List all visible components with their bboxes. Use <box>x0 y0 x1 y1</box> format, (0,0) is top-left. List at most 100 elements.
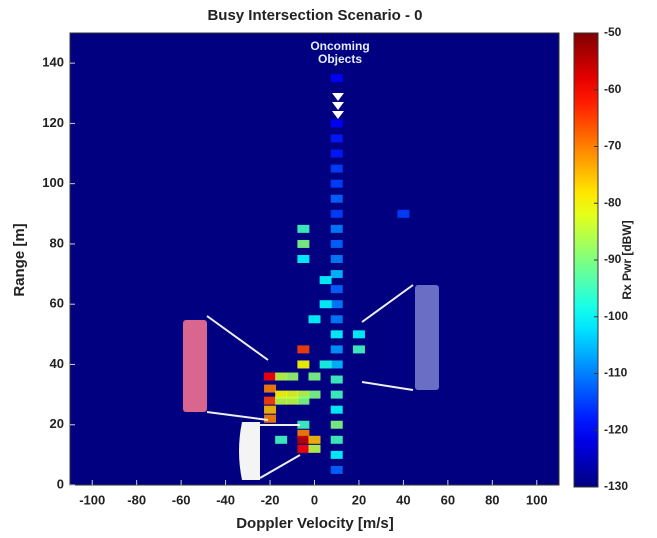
heat-cell <box>308 315 321 324</box>
y-tick-label: 0 <box>57 476 64 491</box>
heat-cell <box>264 405 277 414</box>
x-tick-label: 60 <box>441 492 455 507</box>
x-tick-label: -20 <box>261 492 280 507</box>
heat-cell <box>297 396 310 405</box>
x-tick-label: 100 <box>526 492 548 507</box>
heat-cell <box>397 209 410 218</box>
heat-cell <box>330 209 343 218</box>
heat-cell <box>308 435 321 444</box>
heat-cell <box>297 390 310 399</box>
heat-cell <box>297 224 310 233</box>
heat-cell <box>330 119 343 128</box>
heat-cell <box>275 435 288 444</box>
heat-cell <box>297 360 310 369</box>
y-tick-label: 80 <box>50 235 64 250</box>
heat-cell <box>330 300 343 309</box>
car-icon <box>415 285 439 390</box>
y-tick-label: 120 <box>42 115 64 130</box>
x-tick-label: -60 <box>172 492 191 507</box>
heatmap-background <box>70 33 559 485</box>
arrow <box>332 111 344 119</box>
heat-cell <box>264 384 277 393</box>
heat-cell <box>308 372 321 381</box>
heat-cell <box>319 276 332 285</box>
colorbar-tick-label: -80 <box>604 195 622 209</box>
heat-cell <box>330 239 343 248</box>
colorbar-tick-label: -130 <box>604 479 628 493</box>
heat-cell <box>330 255 343 263</box>
y-tick-label: 140 <box>42 55 64 70</box>
heat-cell <box>330 194 343 203</box>
heat-cell <box>264 396 277 405</box>
heat-cell <box>275 372 288 381</box>
heat-cell <box>319 300 332 309</box>
colorbar-tick-label: -70 <box>604 139 622 153</box>
heat-cell <box>286 372 299 381</box>
heat-cell <box>297 444 310 453</box>
heat-cell <box>275 396 288 405</box>
heat-cell <box>286 396 299 405</box>
heat-cell <box>264 372 277 381</box>
colorbar-tick-label: -110 <box>604 366 628 380</box>
y-tick-label: 20 <box>50 416 64 431</box>
heat-cell <box>330 179 343 188</box>
arrow <box>332 102 344 110</box>
heat-cell <box>330 345 343 354</box>
heat-cell <box>330 390 343 399</box>
y-tick-label: 100 <box>42 175 64 190</box>
pointer-line <box>206 315 269 361</box>
colorbar-tick-label: -100 <box>604 309 628 323</box>
pointer-line <box>361 284 414 323</box>
heat-cell <box>330 315 343 324</box>
colorbar-tick-label: -90 <box>604 252 622 266</box>
arrow <box>332 93 344 101</box>
heat-cell <box>330 164 343 173</box>
heat-cell <box>330 270 343 279</box>
heat-cell <box>330 420 343 429</box>
pointer-line <box>361 381 414 391</box>
heat-cell <box>275 390 288 399</box>
colorbar-label: Rx Pwr [dBW] <box>620 220 634 299</box>
plot-area <box>70 33 559 485</box>
heat-cell <box>352 330 365 339</box>
heat-cell <box>308 390 321 399</box>
heat-cell <box>352 345 365 354</box>
x-tick-label: -80 <box>127 492 146 507</box>
x-axis-label: Doppler Velocity [m/s] <box>236 515 394 532</box>
heat-cell <box>330 224 343 233</box>
decorations <box>183 93 439 480</box>
colorbar-tick-label: -50 <box>604 25 622 39</box>
heat-cell <box>297 239 310 248</box>
y-tick-label: 40 <box>50 356 64 371</box>
heat-cell <box>330 74 343 83</box>
heat-cell <box>297 429 310 438</box>
x-tick-label: 20 <box>352 492 366 507</box>
x-tick-label: -40 <box>216 492 235 507</box>
x-tick-label: 40 <box>396 492 410 507</box>
car-icon <box>183 320 207 412</box>
heat-cell <box>330 285 343 294</box>
x-tick-label: -100 <box>79 492 105 507</box>
heat-cell <box>330 149 343 158</box>
heat-cell <box>308 444 321 453</box>
heat-cell <box>330 134 343 143</box>
heat-cell <box>297 435 310 444</box>
heat-cell <box>319 360 332 369</box>
heat-cell <box>297 255 310 263</box>
y-axis-label: Range [m] <box>11 223 28 296</box>
heat-cell <box>330 450 343 459</box>
heat-cell <box>330 465 343 474</box>
heat-cell <box>264 414 277 423</box>
pointer-line <box>206 411 269 421</box>
x-tick-label: 0 <box>311 492 318 507</box>
y-tick-label: 60 <box>50 296 64 311</box>
annotation: Oncoming Objects <box>310 39 370 66</box>
x-tick-label: 80 <box>485 492 499 507</box>
car-icon <box>239 422 260 480</box>
heat-cell <box>330 435 343 444</box>
heat-cell <box>330 375 343 384</box>
heat-cell <box>330 405 343 414</box>
heat-cell <box>286 390 299 399</box>
